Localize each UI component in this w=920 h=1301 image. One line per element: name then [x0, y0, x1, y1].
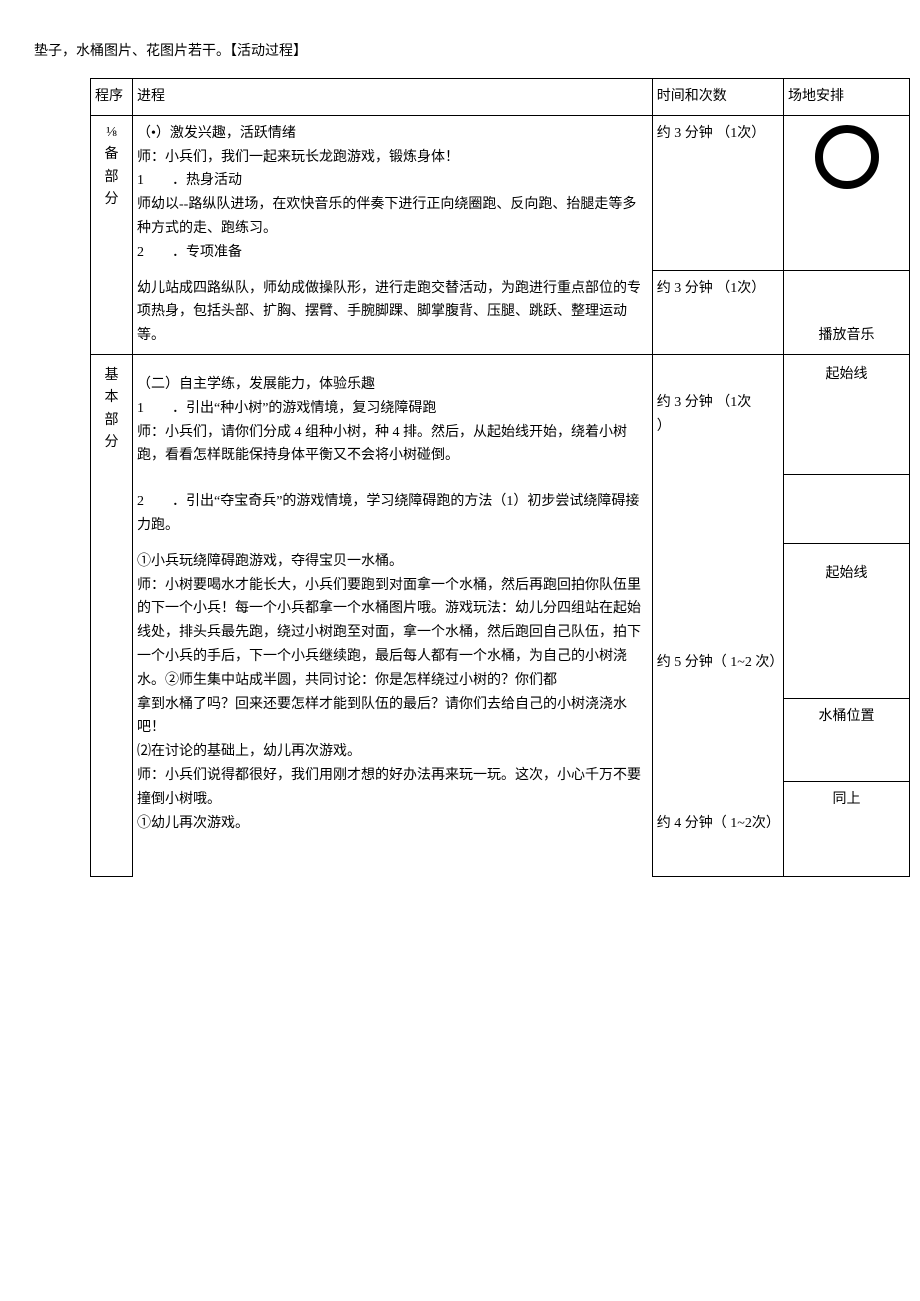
prep1-line4: 师幼以--路纵队进场，在欢快音乐的伴奏下进行正向绕圈跑、反向跑、抬腿走等多种方式…	[137, 193, 648, 241]
basic-venue-3: 水桶位置	[784, 699, 910, 782]
basic-process-3: ①小兵玩绕障碍跑游戏，夺得宝贝一水桶。 师：小树要喝水才能长大，小兵们要跑到对面…	[133, 544, 653, 876]
prepare-label-cell: ⅛ 备 部 分	[91, 115, 133, 354]
b3-l5: 师：小兵们说得都很好，我们用刚才想的好办法再来玩一玩。这次，小心千万不要撞倒小树…	[137, 764, 648, 812]
basic-venue-4: 同上	[784, 782, 910, 876]
prepare-process-2: 幼儿站成四路纵队，师幼成做操队形，进行走跑交替活动，为跑进行重点部位的专项热身，…	[133, 271, 653, 355]
prepare-time-2: 约 3 分钟 （1次）	[652, 271, 783, 355]
header-venue: 场地安排	[784, 79, 910, 116]
preamble-text: 垫子，水桶图片、花图片若干。【活动过程】	[34, 40, 890, 60]
header-row: 程序 进程 时间和次数 场地安排	[91, 79, 910, 116]
prep2-line1: 幼儿站成四路纵队，师幼成做操队形，进行走跑交替活动，为跑进行重点部位的专项热身，…	[137, 277, 648, 348]
b2-l1: 2 ．引出“夺宝奇兵”的游戏情境，学习绕障碍跑的方法（1）初步尝试绕障碍接力跑。	[137, 490, 648, 538]
circle-icon	[812, 122, 882, 192]
header-time: 时间和次数	[652, 79, 783, 116]
basic-venue-1: 起始线	[784, 354, 910, 474]
prepare-venue-2: 播放音乐	[784, 271, 910, 355]
basic-label-4: 分	[105, 432, 119, 454]
b3-l3: 拿到水桶了吗？回来还要怎样才能到队伍的最后？请你们去给自己的小树浇浇水吧！	[137, 693, 648, 741]
prep1-line5: 2 ．专项准备	[137, 241, 648, 265]
prepare-time-1: 约 3 分钟 （1次）	[652, 115, 783, 270]
basic-time-3: 约 4 分钟（ 1~2次）	[652, 782, 783, 876]
prepare-label-1: ⅛	[106, 122, 117, 144]
basic-label-1: 基	[105, 365, 119, 387]
basic-time-gap1	[652, 474, 783, 544]
header-process: 进程	[133, 79, 653, 116]
prepare-label-4: 分	[105, 189, 119, 211]
b1-l1: （二）自主学练，发展能力，体验乐趣	[137, 373, 648, 397]
basic-label-3: 部	[105, 410, 119, 432]
prep1-line3: 1 ．热身活动	[137, 169, 648, 193]
basic-row-3: ①小兵玩绕障碍跑游戏，夺得宝贝一水桶。 师：小树要喝水才能长大，小兵们要跑到对面…	[91, 544, 910, 699]
b1-l3: 师：小兵们，请你们分成 4 组种小树，种 4 排。然后，从起始线开始，绕着小树跑…	[137, 421, 648, 469]
basic-venue-2: 起始线	[784, 544, 910, 699]
prepare-venue-1	[784, 115, 910, 270]
b-time1a: 约 3 分钟 （1次	[657, 395, 752, 410]
prep1-line1: （•）激发兴趣，活跃情绪	[137, 122, 648, 146]
basic-time-2: 约 5 分钟（ 1~2 次）	[652, 544, 783, 782]
prepare-row-2: 幼儿站成四路纵队，师幼成做操队形，进行走跑交替活动，为跑进行重点部位的专项热身，…	[91, 271, 910, 355]
b3-l6: ①幼儿再次游戏。	[137, 812, 648, 836]
b3-l1: ①小兵玩绕障碍跑游戏，夺得宝贝一水桶。	[137, 550, 648, 574]
prepare-process-1: （•）激发兴趣，活跃情绪 师：小兵们，我们一起来玩长龙跑游戏，锻炼身体！ 1 ．…	[133, 115, 653, 270]
basic-label-2: 本	[105, 387, 119, 409]
basic-label-cell: 基 本 部 分	[91, 354, 133, 876]
b-time1b: ）	[657, 419, 671, 434]
b1-l2: 1 ．引出“种小树”的游戏情境，复习绕障碍跑	[137, 397, 648, 421]
b3-l2: 师：小树要喝水才能长大，小兵们要跑到对面拿一个水桶，然后再跑回拍你队伍里的下一个…	[137, 574, 648, 693]
basic-row-2: 2 ．引出“夺宝奇兵”的游戏情境，学习绕障碍跑的方法（1）初步尝试绕障碍接力跑。	[91, 474, 910, 544]
prepare-label-3: 部	[105, 167, 119, 189]
b3-l4: ⑵在讨论的基础上，幼儿再次游戏。	[137, 740, 648, 764]
activity-table: 程序 进程 时间和次数 场地安排 ⅛ 备 部 分 （•）激发兴趣，活跃情绪 师：…	[90, 78, 910, 877]
basic-venue-gap	[784, 474, 910, 544]
basic-process-2: 2 ．引出“夺宝奇兵”的游戏情境，学习绕障碍跑的方法（1）初步尝试绕障碍接力跑。	[133, 474, 653, 544]
prepare-label-2: 备	[105, 144, 119, 166]
header-program: 程序	[91, 79, 133, 116]
prepare-row-1: ⅛ 备 部 分 （•）激发兴趣，活跃情绪 师：小兵们，我们一起来玩长龙跑游戏，锻…	[91, 115, 910, 270]
basic-time-1: 约 3 分钟 （1次 ）	[652, 354, 783, 474]
prep1-line2: 师：小兵们，我们一起来玩长龙跑游戏，锻炼身体！	[137, 146, 648, 170]
basic-process-1: （二）自主学练，发展能力，体验乐趣 1 ．引出“种小树”的游戏情境，复习绕障碍跑…	[133, 354, 653, 474]
basic-row-1: 基 本 部 分 （二）自主学练，发展能力，体验乐趣 1 ．引出“种小树”的游戏情…	[91, 354, 910, 474]
